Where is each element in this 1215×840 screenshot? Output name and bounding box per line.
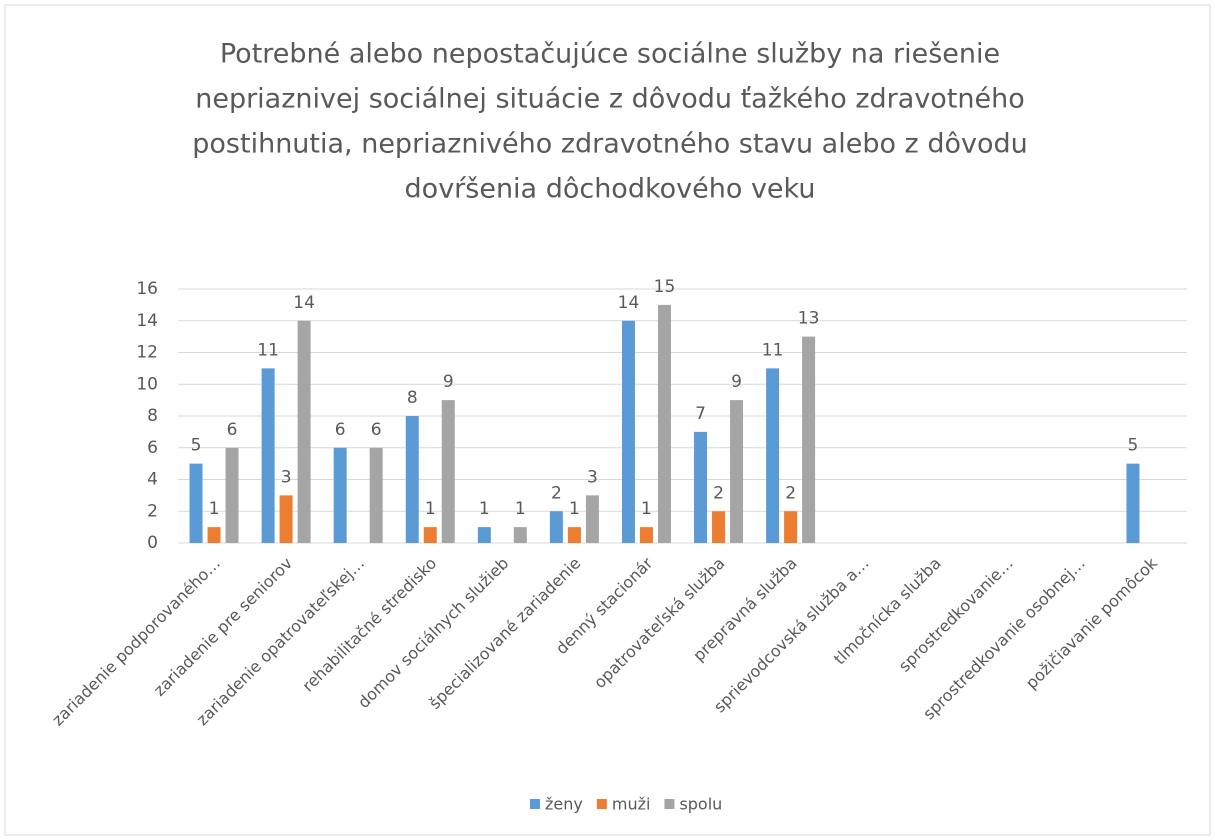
data-label: 8	[407, 388, 418, 408]
bar	[513, 527, 527, 543]
y-tick-label: 0	[147, 533, 158, 553]
y-tick-label: 14	[136, 311, 158, 331]
bar	[333, 447, 347, 543]
legend-swatch	[530, 799, 540, 809]
bar	[261, 368, 275, 543]
y-tick-label: 16	[136, 279, 158, 299]
bar	[766, 368, 780, 543]
y-tick-label: 10	[136, 374, 158, 394]
data-label: 5	[1128, 436, 1139, 456]
bar	[694, 431, 708, 543]
bar	[405, 416, 419, 543]
bar	[802, 336, 816, 543]
y-tick-label: 4	[147, 470, 158, 490]
chart-title: postihnutia, nepriaznivého zdravotného s…	[192, 129, 1027, 160]
y-tick-label: 2	[147, 501, 158, 521]
bar	[225, 447, 239, 543]
bar	[207, 527, 221, 543]
chart-title: nepriaznivej sociálnej situácie z dôvodu…	[195, 84, 1025, 115]
legend-swatch	[664, 799, 675, 809]
bar	[657, 304, 671, 543]
bar	[639, 527, 653, 543]
data-label: 9	[443, 372, 454, 392]
data-label: 3	[587, 467, 598, 487]
data-label: 6	[371, 420, 382, 440]
bar	[712, 511, 726, 543]
bar	[423, 527, 437, 543]
data-label: 1	[515, 499, 526, 519]
bar	[549, 511, 563, 543]
bar	[621, 320, 635, 543]
bar	[297, 320, 311, 543]
bar	[1126, 463, 1140, 543]
data-label: 13	[798, 309, 820, 329]
data-label: 6	[335, 420, 346, 440]
data-label: 11	[257, 340, 279, 360]
bar	[730, 400, 744, 543]
legend-label: muži	[612, 795, 651, 814]
bar	[369, 447, 383, 543]
legend-label: spolu	[679, 795, 722, 814]
y-tick-label: 6	[147, 438, 158, 458]
bar	[585, 495, 599, 543]
bar	[784, 511, 798, 543]
data-label: 6	[227, 420, 238, 440]
data-label: 2	[551, 483, 562, 503]
data-label: 11	[762, 340, 784, 360]
legend-swatch	[596, 799, 607, 809]
data-label: 14	[618, 293, 640, 313]
data-label: 2	[713, 483, 724, 503]
data-label: 14	[293, 293, 315, 313]
bar	[477, 527, 491, 543]
chart-frame	[4, 4, 1211, 836]
data-label: 15	[654, 277, 676, 297]
bar	[279, 495, 293, 543]
data-label: 7	[695, 404, 706, 424]
chart-title: Potrebné alebo nepostačujúce sociálne sl…	[220, 39, 1000, 70]
y-tick-label: 12	[136, 343, 158, 363]
legend-label: ženy	[545, 795, 583, 814]
data-label: 1	[479, 499, 490, 519]
y-tick-label: 8	[147, 406, 158, 426]
data-label: 1	[209, 499, 220, 519]
data-label: 1	[569, 499, 580, 519]
data-label: 1	[425, 499, 436, 519]
data-label: 2	[785, 483, 796, 503]
bar	[189, 463, 203, 543]
data-label: 1	[641, 499, 652, 519]
data-label: 9	[731, 372, 742, 392]
chart-title: dovŕšenia dôchodkového veku	[405, 174, 816, 205]
data-label: 5	[191, 436, 202, 456]
data-label: 3	[281, 467, 292, 487]
bar	[441, 400, 455, 543]
bar	[567, 527, 581, 543]
